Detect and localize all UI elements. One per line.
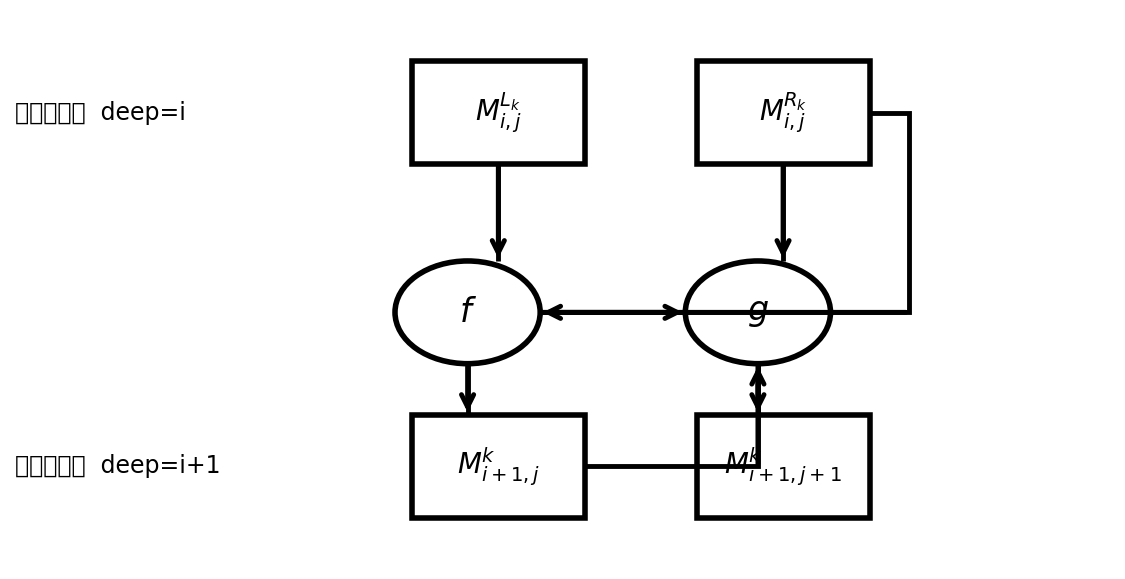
Ellipse shape bbox=[395, 261, 540, 364]
Text: $\mathbf{\mathit{M}}^{k}_{i+1,j+1}$: $\mathbf{\mathit{M}}^{k}_{i+1,j+1}$ bbox=[724, 445, 842, 488]
Text: $\mathbf{\mathit{M}}^{L_k}_{i,j}$: $\mathbf{\mathit{M}}^{L_k}_{i,j}$ bbox=[475, 90, 522, 135]
Text: $\mathbf{\mathit{M}}^{k}_{i+1,j}$: $\mathbf{\mathit{M}}^{k}_{i+1,j}$ bbox=[457, 445, 540, 488]
Bar bbox=[412, 415, 585, 518]
Text: $\mathit{g}$: $\mathit{g}$ bbox=[747, 296, 768, 329]
Ellipse shape bbox=[685, 261, 830, 364]
Bar bbox=[696, 61, 870, 164]
Bar bbox=[412, 61, 585, 164]
Bar bbox=[696, 415, 870, 518]
Text: 二叉树深度  deep=i+1: 二叉树深度 deep=i+1 bbox=[16, 455, 220, 478]
Text: $\mathbf{\mathit{M}}^{R_k}_{i,j}$: $\mathbf{\mathit{M}}^{R_k}_{i,j}$ bbox=[759, 90, 807, 135]
Text: 二叉树深度  deep=i: 二叉树深度 deep=i bbox=[16, 101, 187, 124]
Text: $\mathit{f}$: $\mathit{f}$ bbox=[459, 296, 477, 329]
